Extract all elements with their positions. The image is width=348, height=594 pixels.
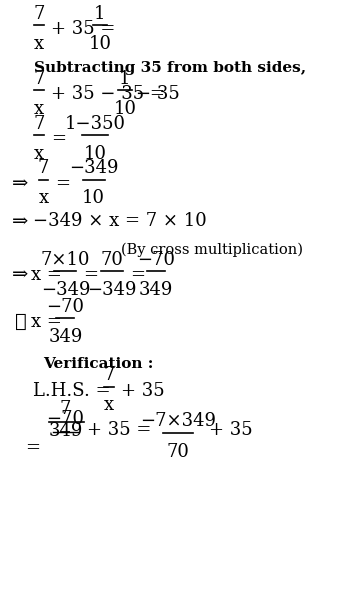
Text: −349 × x = 7 × 10: −349 × x = 7 × 10	[32, 212, 206, 230]
Text: 349: 349	[48, 422, 82, 440]
Text: −349: −349	[88, 281, 137, 299]
Text: 10: 10	[82, 189, 105, 207]
Text: 10: 10	[88, 35, 111, 53]
Text: x: x	[38, 189, 48, 207]
Text: (By cross multiplication): (By cross multiplication)	[121, 243, 303, 257]
Text: 7: 7	[33, 69, 45, 87]
Text: =: =	[51, 130, 66, 148]
Text: 7: 7	[38, 159, 49, 177]
Text: x: x	[34, 145, 44, 163]
Text: 10: 10	[84, 145, 106, 163]
Text: 10: 10	[113, 100, 136, 118]
Text: ∴: ∴	[15, 314, 27, 331]
Text: L.H.S. =: L.H.S. =	[32, 381, 110, 400]
Text: =: =	[130, 266, 145, 284]
Text: 7: 7	[33, 5, 45, 23]
Text: ⇒: ⇒	[12, 175, 29, 192]
Text: x =: x =	[31, 266, 62, 284]
Text: − 35: − 35	[136, 85, 180, 103]
Text: −349: −349	[69, 159, 118, 177]
Text: Subtracting 35 from both sides,: Subtracting 35 from both sides,	[34, 61, 306, 75]
Text: 349: 349	[48, 328, 82, 346]
Text: + 35 − 35 =: + 35 − 35 =	[51, 85, 165, 103]
Text: 7×10: 7×10	[41, 251, 90, 268]
Text: =: =	[55, 175, 70, 192]
Text: −7×349: −7×349	[140, 412, 216, 431]
Text: −70: −70	[46, 298, 84, 316]
Text: Verification :: Verification :	[44, 357, 154, 371]
Text: + 35: + 35	[209, 422, 253, 440]
Text: + 35 =: + 35 =	[51, 20, 116, 38]
Text: x =: x =	[31, 314, 62, 331]
Text: 1: 1	[94, 5, 105, 23]
Text: + 35 =: + 35 =	[87, 422, 152, 440]
Text: 7: 7	[60, 400, 71, 418]
Text: 1−350: 1−350	[65, 115, 126, 132]
Text: 70: 70	[167, 443, 190, 460]
Text: ⇒: ⇒	[12, 266, 29, 284]
Text: 7: 7	[103, 366, 115, 384]
Text: x: x	[34, 100, 44, 118]
Text: ⇒: ⇒	[12, 212, 29, 230]
Text: −349: −349	[41, 281, 90, 299]
Text: 7: 7	[33, 115, 45, 132]
Text: 70: 70	[101, 251, 124, 268]
Text: −70: −70	[46, 410, 84, 428]
Text: =: =	[25, 440, 40, 457]
Text: =: =	[84, 266, 98, 284]
Text: 349: 349	[139, 281, 173, 299]
Text: 1: 1	[119, 69, 130, 87]
Text: −70: −70	[137, 251, 175, 268]
Text: x: x	[104, 396, 114, 415]
Text: + 35: + 35	[121, 381, 165, 400]
Text: x: x	[34, 35, 44, 53]
